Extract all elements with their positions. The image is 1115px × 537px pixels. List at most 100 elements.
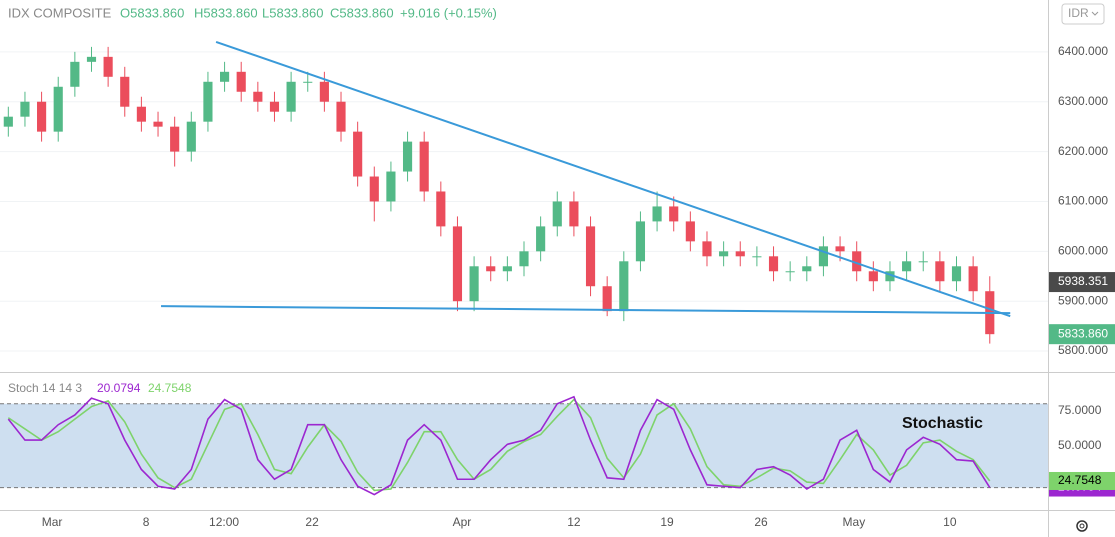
x-tick-label: 8 xyxy=(143,515,150,529)
y-tick-label: 5900.000 xyxy=(1058,293,1108,307)
candle-body xyxy=(353,131,363,177)
indicator-title: Stoch 14 14 3 xyxy=(8,381,82,395)
currency[interactable]: IDR xyxy=(1068,6,1089,20)
candle-body xyxy=(635,221,646,262)
candle-body xyxy=(369,176,379,202)
y-tick-label: 6300.000 xyxy=(1058,94,1108,108)
x-tick-label: May xyxy=(843,515,866,529)
symbol: IDX COMPOSITE xyxy=(8,5,112,20)
candle-body xyxy=(336,101,346,132)
x-tick-label: Apr xyxy=(453,515,472,529)
annotation: Stochastic xyxy=(902,415,983,432)
candle-body xyxy=(652,206,662,222)
y-tick-label: 50.0000 xyxy=(1058,438,1102,452)
candle-body xyxy=(768,256,779,272)
gear-hub[interactable] xyxy=(1079,523,1085,529)
candle-body xyxy=(752,256,762,258)
candle-body xyxy=(885,271,895,282)
crosshair-price-box xyxy=(1049,272,1115,293)
candle-body xyxy=(735,251,745,257)
candle-body xyxy=(569,201,579,227)
currency-button[interactable]: IDR xyxy=(1061,3,1105,25)
x-tick-label: 12 xyxy=(567,515,581,529)
candle-body xyxy=(935,261,945,282)
ohlc-close: C5833.860 xyxy=(330,5,394,20)
stoch-line xyxy=(7,398,991,492)
candle-body xyxy=(419,141,429,192)
candle-body xyxy=(968,266,978,292)
candle-body xyxy=(186,121,196,152)
candle-body xyxy=(286,81,296,112)
last-price-box xyxy=(1049,324,1115,345)
ohlc-open: O5833.860 xyxy=(120,5,184,20)
candle-body xyxy=(669,206,679,222)
candle-body xyxy=(469,266,479,302)
candle-body xyxy=(852,251,862,272)
candle-body xyxy=(3,116,13,127)
candle-body xyxy=(802,266,812,272)
candle-body xyxy=(303,81,313,83)
candle-body xyxy=(702,241,712,257)
settings-button[interactable] xyxy=(1076,520,1088,532)
candle-body xyxy=(918,261,928,263)
candle-body xyxy=(402,141,413,172)
y-tick-label: 6100.000 xyxy=(1058,194,1108,208)
candle-body xyxy=(86,56,97,62)
candle-body xyxy=(219,71,230,82)
crosshair-price-label: 5938.351 xyxy=(1058,274,1108,288)
x-tick-label: 26 xyxy=(754,515,768,529)
y-tick-label: 6200.000 xyxy=(1058,144,1108,158)
candle-body xyxy=(685,221,695,242)
ohlc-high: H5833.860 xyxy=(194,5,258,20)
change: +9.016 (+0.15%) xyxy=(400,5,497,20)
dropdown-arrow[interactable] xyxy=(1091,11,1099,16)
candle-body xyxy=(552,201,562,227)
gear[interactable] xyxy=(1076,520,1088,532)
indicator-d-value: 24.7548 xyxy=(148,381,192,395)
candle-body xyxy=(53,86,63,132)
candle-body xyxy=(120,76,130,107)
candle-body xyxy=(203,81,213,122)
x-tick-label: 22 xyxy=(305,515,319,529)
band-fill xyxy=(0,403,1048,488)
candle-body xyxy=(486,266,496,272)
plot: 5800.000 5900.000 6000.000 6100.000 6200.000… xyxy=(0,40,1115,529)
candle-body xyxy=(136,106,146,122)
candle-body xyxy=(835,246,845,252)
indicator-k-value: 20.0794 xyxy=(97,381,141,395)
trendline xyxy=(215,40,1011,318)
last-value-box xyxy=(1049,471,1115,490)
candle-body xyxy=(602,286,612,312)
candle-body xyxy=(502,266,512,272)
candle-body xyxy=(253,91,263,102)
y-tick-label: 5800.000 xyxy=(1058,343,1108,357)
last-price-label: 5833.860 xyxy=(1058,326,1108,340)
candle-body xyxy=(386,171,396,202)
candle-body xyxy=(902,261,912,272)
candle-body xyxy=(585,226,596,287)
x-tick-label: 19 xyxy=(660,515,674,529)
ohlc-low: L5833.860 xyxy=(262,5,323,20)
candle-body xyxy=(37,101,47,132)
candle-body xyxy=(103,56,113,77)
candle-body xyxy=(818,246,829,267)
x-tick-label: 12:00 xyxy=(209,515,239,529)
candle-body xyxy=(868,271,878,282)
candle-body xyxy=(452,226,463,302)
y-tick-label: 75.0000 xyxy=(1058,403,1102,417)
candle-body xyxy=(20,101,30,117)
currency-box[interactable] xyxy=(1061,3,1105,25)
candle-body xyxy=(785,271,795,273)
y-tick-label: 6000.000 xyxy=(1058,243,1108,257)
x-tick-label: 10 xyxy=(943,515,957,529)
candle-body xyxy=(519,251,529,267)
candle-body xyxy=(269,101,280,112)
candle-body xyxy=(719,251,729,257)
candle-body xyxy=(619,261,629,312)
x-tick-label: Mar xyxy=(42,515,63,529)
candle-body xyxy=(153,121,163,127)
candle-body xyxy=(951,266,962,282)
candle-body xyxy=(319,81,329,102)
y-tick-label: 6400.000 xyxy=(1058,44,1108,58)
